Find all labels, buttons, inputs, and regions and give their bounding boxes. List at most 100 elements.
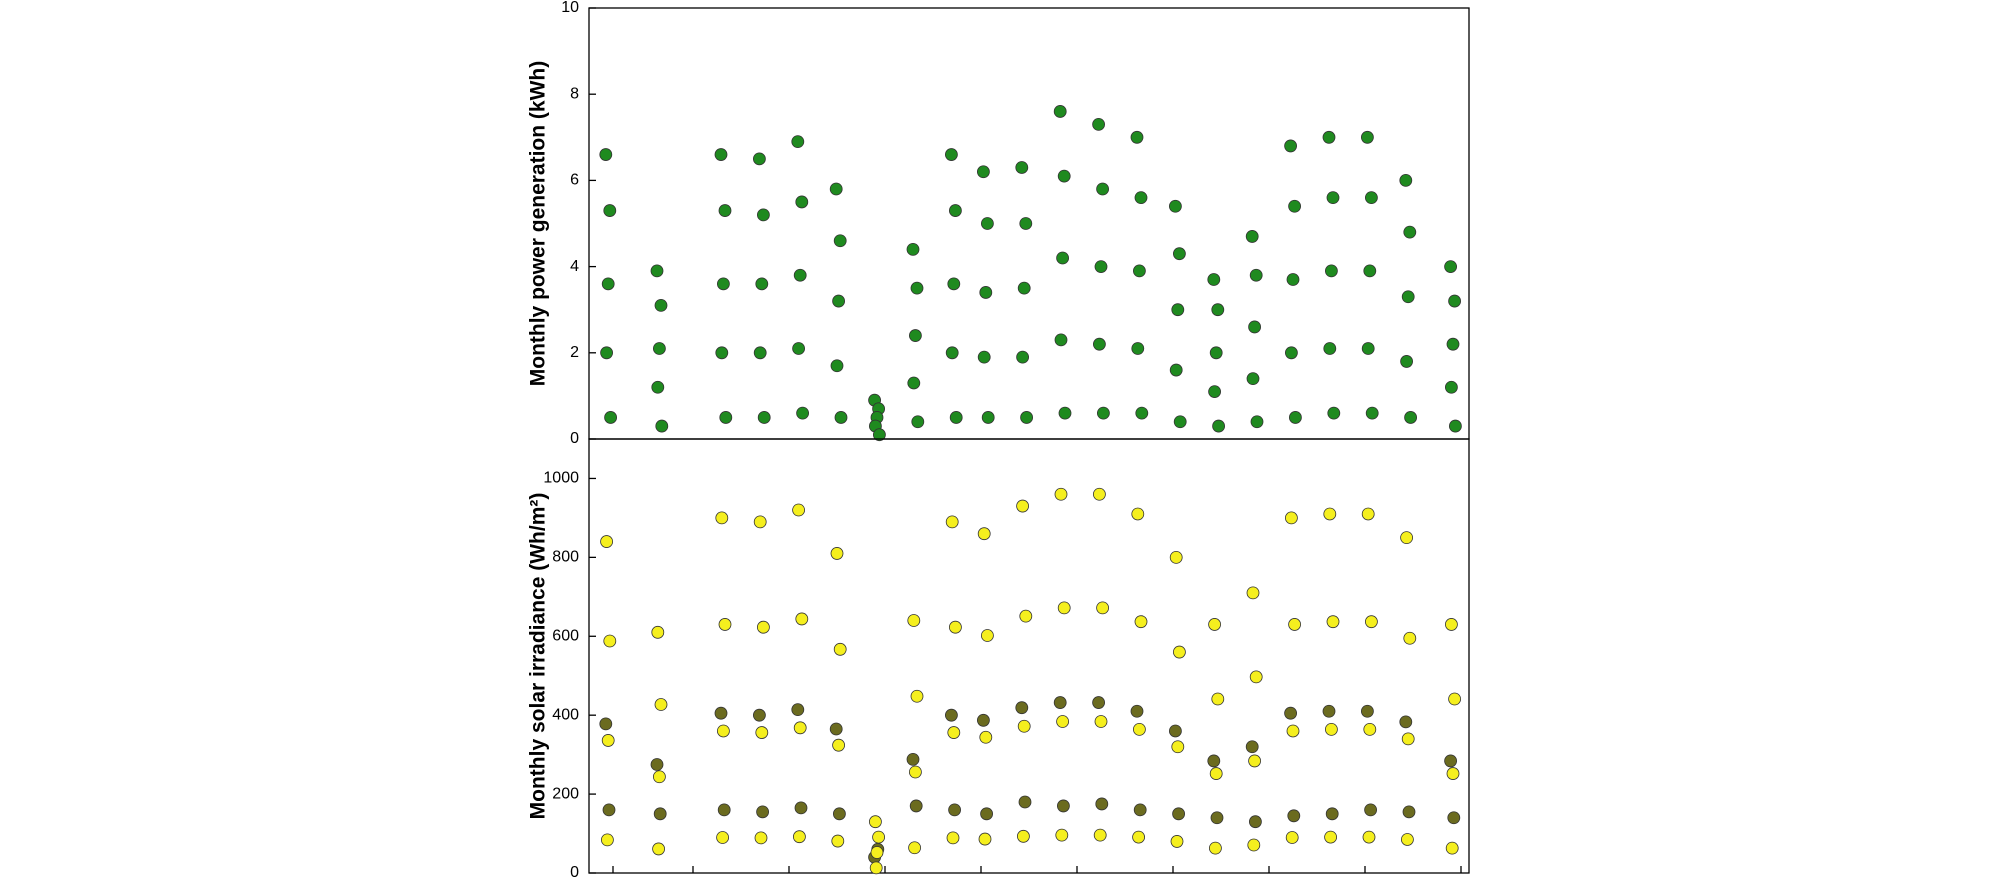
data-point [873, 428, 886, 442]
data-point [1248, 754, 1261, 768]
data-point [979, 730, 993, 744]
data-point [1169, 550, 1183, 564]
data-point [947, 277, 961, 291]
data-point [1401, 833, 1414, 846]
data-point [1135, 406, 1149, 420]
data-point [717, 803, 731, 817]
data-point [1130, 704, 1144, 718]
data-point [653, 770, 666, 784]
data-point [1097, 406, 1110, 420]
data-point [757, 208, 770, 222]
data-point [1171, 303, 1185, 317]
data-point [715, 346, 729, 360]
data-point [977, 713, 990, 727]
data-point [1207, 754, 1221, 768]
data-point [1096, 601, 1109, 615]
data-point [795, 612, 809, 626]
data-point [947, 726, 961, 739]
data-point [945, 148, 958, 161]
data-point [1134, 191, 1148, 205]
data-point [1056, 715, 1069, 728]
data-point [757, 620, 770, 634]
data-point [1327, 406, 1341, 420]
data-point [1447, 811, 1461, 825]
data-point [1285, 346, 1298, 360]
data-point [1015, 161, 1029, 174]
data-point [1018, 795, 1032, 809]
data-point [1211, 692, 1225, 706]
data-point [1404, 411, 1417, 424]
data-point [1403, 225, 1417, 239]
data-point [977, 350, 991, 364]
data-point [655, 419, 669, 433]
data-point [753, 346, 767, 360]
data-point [651, 380, 665, 394]
data-point [793, 268, 807, 282]
data-point [910, 689, 924, 703]
data-point [980, 807, 993, 821]
data-point [753, 708, 766, 722]
data-point [1092, 117, 1105, 131]
data-point [834, 411, 848, 424]
data-point [757, 411, 771, 424]
data-point [1402, 805, 1416, 819]
data-point [1170, 835, 1184, 848]
data-point [1209, 841, 1222, 855]
y-tick-label: 0 [570, 864, 579, 881]
data-point [1207, 273, 1221, 286]
data-point [945, 515, 959, 529]
data-point [1020, 411, 1033, 424]
data-point [831, 834, 845, 848]
data-point [1287, 809, 1301, 823]
data-point [1095, 797, 1109, 811]
data-point [832, 738, 845, 752]
data-point [1322, 704, 1336, 718]
data-point [1094, 260, 1108, 274]
data-point [1057, 169, 1071, 183]
data-point [833, 234, 847, 248]
data-point [1362, 830, 1376, 844]
data-point [830, 359, 844, 373]
data-point [1361, 342, 1375, 355]
data-point [599, 717, 613, 731]
data-point [603, 634, 617, 648]
data-point [977, 527, 991, 541]
y-tick-label: 2 [570, 344, 579, 361]
data-point [1171, 740, 1185, 754]
plot-frame [588, 438, 1470, 874]
data-point [1057, 601, 1071, 615]
data-point [754, 831, 768, 845]
data-point [1250, 415, 1264, 429]
data-point [1448, 692, 1461, 706]
data-point [755, 726, 769, 739]
data-point [1096, 182, 1109, 196]
data-point [1055, 828, 1069, 842]
y-axis-label: Monthly power generation (kWh) [527, 61, 550, 387]
data-point [1365, 406, 1379, 420]
data-point [981, 629, 994, 642]
data-point [1284, 706, 1297, 720]
data-point [1284, 139, 1297, 153]
data-point [1365, 191, 1378, 205]
data-point [1361, 130, 1374, 144]
data-point [1400, 531, 1413, 545]
y-tick-label: 4 [570, 258, 579, 275]
data-point [600, 535, 613, 548]
data-point [1133, 264, 1146, 278]
data-point [795, 195, 809, 209]
data-point [1288, 618, 1301, 631]
y-tick-label: 200 [552, 785, 579, 802]
data-point [945, 708, 958, 722]
data-point [1288, 199, 1301, 213]
data-point [872, 830, 885, 844]
data-point [907, 376, 921, 390]
data-point [796, 406, 809, 420]
data-point [793, 830, 806, 844]
data-point [600, 346, 613, 360]
y-tick-label: 400 [552, 706, 579, 723]
data-point [1054, 333, 1068, 347]
data-point [1325, 722, 1338, 736]
data-point [601, 277, 615, 291]
data-point [1173, 645, 1186, 659]
